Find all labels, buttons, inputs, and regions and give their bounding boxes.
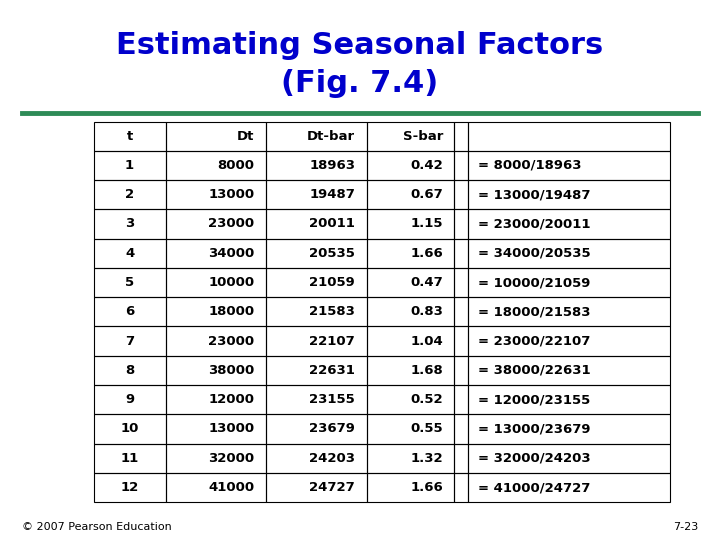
Text: = 34000/20535: = 34000/20535 xyxy=(478,247,590,260)
Text: = 23000/22107: = 23000/22107 xyxy=(478,335,590,348)
Text: 5: 5 xyxy=(125,276,134,289)
Text: = 13000/23679: = 13000/23679 xyxy=(478,422,590,435)
Text: 0.42: 0.42 xyxy=(410,159,444,172)
Text: 32000: 32000 xyxy=(208,452,254,465)
Text: 24203: 24203 xyxy=(309,452,355,465)
Text: = 23000/20011: = 23000/20011 xyxy=(478,218,590,231)
Text: 20011: 20011 xyxy=(309,218,355,231)
Text: = 10000/21059: = 10000/21059 xyxy=(478,276,590,289)
Text: 9: 9 xyxy=(125,393,134,406)
Text: 20535: 20535 xyxy=(309,247,355,260)
Text: 3: 3 xyxy=(125,218,134,231)
Text: S-bar: S-bar xyxy=(403,130,444,143)
Text: t: t xyxy=(127,130,132,143)
Text: 41000: 41000 xyxy=(208,481,254,494)
Text: 18963: 18963 xyxy=(309,159,355,172)
Text: 22631: 22631 xyxy=(309,364,355,377)
Text: 34000: 34000 xyxy=(208,247,254,260)
Text: 24727: 24727 xyxy=(310,481,355,494)
Text: = 12000/23155: = 12000/23155 xyxy=(478,393,590,406)
Text: (Fig. 7.4): (Fig. 7.4) xyxy=(282,69,438,98)
Text: 23000: 23000 xyxy=(208,335,254,348)
Text: = 41000/24727: = 41000/24727 xyxy=(478,481,590,494)
Text: 1.04: 1.04 xyxy=(410,335,444,348)
Text: 12: 12 xyxy=(120,481,139,494)
Text: 8000: 8000 xyxy=(217,159,254,172)
Text: 1.15: 1.15 xyxy=(410,218,444,231)
Text: Dt-bar: Dt-bar xyxy=(307,130,355,143)
Text: Dt: Dt xyxy=(237,130,254,143)
Text: 7: 7 xyxy=(125,335,134,348)
Text: 0.47: 0.47 xyxy=(410,276,444,289)
Text: 1: 1 xyxy=(125,159,134,172)
Text: 11: 11 xyxy=(120,452,139,465)
Text: 23679: 23679 xyxy=(309,422,355,435)
Text: 1.66: 1.66 xyxy=(410,481,444,494)
Text: 1.66: 1.66 xyxy=(410,247,444,260)
Text: © 2007 Pearson Education: © 2007 Pearson Education xyxy=(22,522,171,532)
Text: 18000: 18000 xyxy=(208,305,254,319)
Text: 1.32: 1.32 xyxy=(410,452,444,465)
Text: 13000: 13000 xyxy=(208,188,254,201)
Text: 1.68: 1.68 xyxy=(410,364,444,377)
Text: 19487: 19487 xyxy=(309,188,355,201)
Text: 38000: 38000 xyxy=(208,364,254,377)
Text: 22107: 22107 xyxy=(310,335,355,348)
Text: 23155: 23155 xyxy=(310,393,355,406)
Text: 7-23: 7-23 xyxy=(673,522,698,532)
Text: Estimating Seasonal Factors: Estimating Seasonal Factors xyxy=(117,31,603,60)
Text: 21583: 21583 xyxy=(309,305,355,319)
Text: = 18000/21583: = 18000/21583 xyxy=(478,305,590,319)
Text: 12000: 12000 xyxy=(208,393,254,406)
Text: 13000: 13000 xyxy=(208,422,254,435)
Text: 0.83: 0.83 xyxy=(410,305,444,319)
Text: 21059: 21059 xyxy=(310,276,355,289)
Text: 10: 10 xyxy=(120,422,139,435)
Text: 0.67: 0.67 xyxy=(410,188,444,201)
Text: 2: 2 xyxy=(125,188,134,201)
Text: = 32000/24203: = 32000/24203 xyxy=(478,452,590,465)
Text: 8: 8 xyxy=(125,364,134,377)
Text: 0.55: 0.55 xyxy=(410,422,444,435)
Text: = 8000/18963: = 8000/18963 xyxy=(478,159,582,172)
Text: 6: 6 xyxy=(125,305,134,319)
Text: = 13000/19487: = 13000/19487 xyxy=(478,188,590,201)
Text: 10000: 10000 xyxy=(208,276,254,289)
Text: = 38000/22631: = 38000/22631 xyxy=(478,364,590,377)
Text: 23000: 23000 xyxy=(208,218,254,231)
Text: 0.52: 0.52 xyxy=(410,393,444,406)
Text: 4: 4 xyxy=(125,247,134,260)
